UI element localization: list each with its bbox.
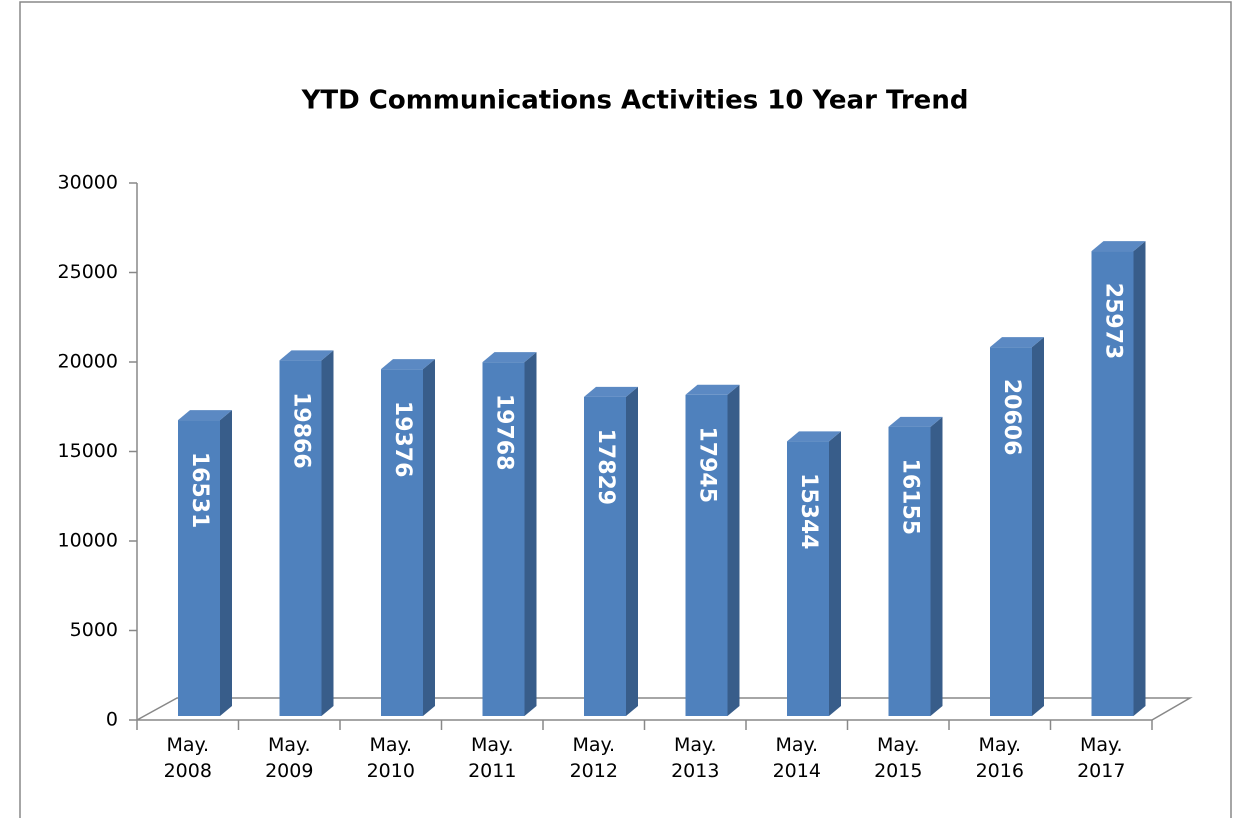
y-tick-label: 0	[106, 709, 118, 731]
bar-front	[584, 396, 626, 716]
bar-top	[279, 350, 334, 361]
x-tick-label: May. 2013	[671, 734, 720, 782]
bar-side	[524, 352, 537, 716]
x-tick-label: May. 2014	[772, 734, 821, 782]
x-tick-label: May. 2017	[1077, 734, 1126, 782]
bar-top	[787, 431, 841, 442]
x-tick-label: May. 2015	[874, 734, 923, 782]
bar-top	[178, 410, 232, 421]
bar-side	[626, 386, 638, 716]
data-label: 16155	[898, 459, 923, 536]
y-tick-label: 5000	[70, 619, 118, 641]
bar-front	[482, 362, 525, 716]
y-tick-label: 10000	[58, 530, 118, 552]
bar-front	[381, 369, 423, 716]
bar	[888, 416, 943, 716]
x-tick-label: May. 2009	[265, 734, 314, 782]
bar-side	[930, 416, 943, 716]
x-tick-label: May. 2008	[163, 734, 212, 782]
data-label: 16531	[187, 452, 212, 529]
bar-front	[787, 441, 829, 716]
y-tick-label: 30000	[58, 172, 118, 194]
bar-side	[829, 431, 841, 716]
bar-front	[1091, 251, 1134, 716]
bar-top	[888, 416, 943, 427]
bar-top	[1091, 241, 1146, 252]
x-tick-label: May. 2011	[468, 734, 517, 782]
floor	[136, 697, 1193, 721]
data-label: 19866	[289, 392, 314, 469]
x-tick-label: May. 2010	[366, 734, 415, 782]
bar-front	[888, 426, 931, 716]
bar-side	[220, 410, 232, 716]
bar-top	[381, 359, 435, 370]
data-label: 17945	[695, 427, 720, 504]
bar-side	[321, 350, 334, 716]
bar-front	[178, 420, 220, 716]
y-tick-label: 20000	[58, 351, 118, 373]
bar	[1091, 241, 1146, 716]
bar	[787, 431, 841, 716]
bar-front	[990, 347, 1032, 716]
bar	[482, 352, 537, 716]
data-label: 20606	[999, 379, 1024, 456]
data-label: 17829	[593, 429, 618, 506]
data-label: 25973	[1101, 283, 1126, 360]
x-tick-label: May. 2012	[569, 734, 618, 782]
data-label: 19768	[492, 394, 517, 471]
data-label: 15344	[796, 473, 821, 550]
chart-title: YTD Communications Activities 10 Year Tr…	[301, 86, 969, 116]
y-tick-label: 25000	[58, 261, 118, 283]
bar-side	[1133, 241, 1146, 716]
bar-side	[727, 384, 740, 716]
bar	[685, 384, 740, 716]
bar-side	[1032, 337, 1044, 716]
bar	[990, 337, 1044, 716]
bar-top	[482, 352, 537, 363]
bar	[381, 359, 435, 716]
bar	[279, 350, 334, 716]
bar-top	[990, 337, 1044, 348]
bar	[178, 410, 232, 716]
x-tick-label: May. 2016	[975, 734, 1024, 782]
bar-front	[685, 394, 728, 716]
bar-front	[279, 360, 322, 716]
chart-border	[19, 1, 1232, 818]
bar	[584, 386, 638, 716]
bar-top	[685, 384, 740, 395]
data-label: 19376	[390, 401, 415, 478]
y-tick-label: 15000	[58, 440, 118, 462]
bar-top	[584, 386, 638, 397]
bar-side	[423, 359, 435, 716]
